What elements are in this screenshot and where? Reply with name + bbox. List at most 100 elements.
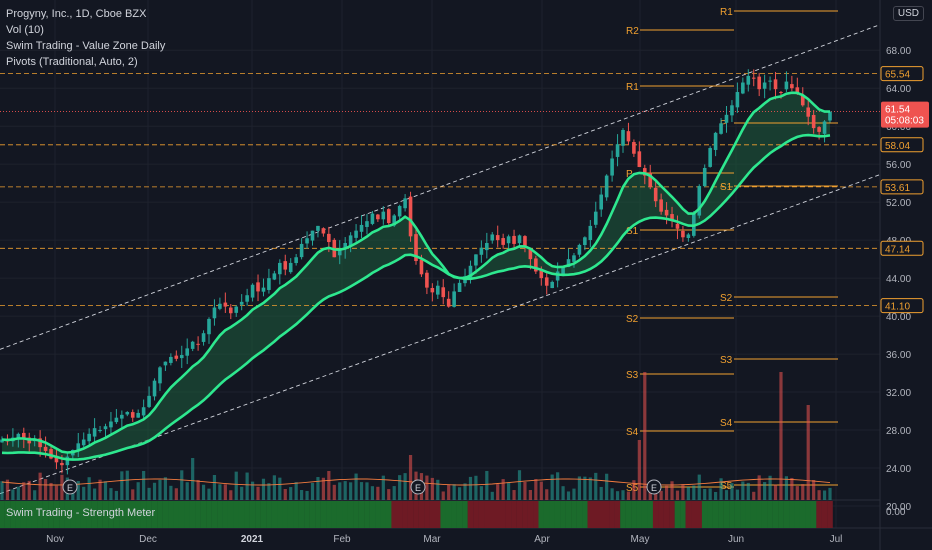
strength-meter-bar xyxy=(647,501,653,528)
volume-bar xyxy=(518,470,521,500)
strength-tick-label: 0.00 xyxy=(886,507,906,518)
strength-meter-bar xyxy=(304,501,310,528)
y-tick-label: 32.00 xyxy=(886,388,911,399)
volume-bar xyxy=(33,490,36,500)
candle-body xyxy=(719,123,723,133)
y-tick-label: 68.00 xyxy=(886,46,911,57)
candle-body xyxy=(311,231,315,241)
strength-meter-bar xyxy=(277,501,283,528)
candle-body xyxy=(387,209,391,223)
countdown-label: 05:08:03 xyxy=(885,116,924,127)
candle-body xyxy=(757,77,761,90)
strength-meter-bar xyxy=(702,501,708,528)
candle-body xyxy=(578,245,582,255)
candle-body xyxy=(708,148,712,167)
chart-legend: Progyny, Inc., 1D, Cboe BZX Vol (10) Swi… xyxy=(6,6,165,70)
candle-body xyxy=(594,212,598,225)
strength-meter-bar xyxy=(789,501,795,528)
strength-meter-bar xyxy=(669,501,675,528)
candle-body xyxy=(169,357,173,363)
symbol-title[interactable]: Progyny, Inc., 1D, Cboe BZX xyxy=(6,6,165,22)
volume-bar xyxy=(338,482,341,500)
candle-body xyxy=(213,308,217,319)
volume-bar xyxy=(611,488,614,500)
volume-indicator-label[interactable]: Vol (10) xyxy=(6,22,165,38)
strength-meter-bar xyxy=(675,501,681,528)
volume-bar xyxy=(267,483,270,500)
volume-bar xyxy=(376,487,379,500)
strength-meter-bar xyxy=(713,501,719,528)
x-tick-label: Feb xyxy=(333,534,351,545)
price-label: 53.61 xyxy=(885,183,910,194)
candle-body xyxy=(741,83,745,94)
candle-body xyxy=(599,195,603,210)
strength-meter-bar xyxy=(653,501,659,528)
candle-body xyxy=(175,356,179,359)
strength-meter-bar xyxy=(233,501,239,528)
candle-body xyxy=(589,226,593,240)
volume-bar xyxy=(327,471,330,500)
volume-bar xyxy=(305,491,308,500)
volume-bar xyxy=(551,475,554,500)
candle-body xyxy=(806,107,810,116)
candle-body xyxy=(654,188,658,201)
candle-body xyxy=(605,176,609,198)
strength-meter-bar xyxy=(190,501,196,528)
volume-bar xyxy=(480,486,483,500)
strength-meter-label[interactable]: Swim Trading - Strength Meter xyxy=(6,507,155,519)
candle-body xyxy=(131,412,135,418)
volume-bar xyxy=(491,492,494,500)
strength-meter-bar xyxy=(517,501,523,528)
currency-button[interactable]: USD xyxy=(893,6,924,21)
volume-bar xyxy=(387,489,390,500)
value-zone-indicator-label[interactable]: Swim Trading - Value Zone Daily xyxy=(6,38,165,54)
price-label: 58.04 xyxy=(885,141,910,152)
strength-meter-bar xyxy=(419,501,425,528)
price-label: 47.14 xyxy=(885,244,910,255)
volume-bar xyxy=(578,476,581,500)
volume-bar xyxy=(807,405,810,500)
candle-body xyxy=(812,115,816,128)
strength-meter-bar xyxy=(544,501,550,528)
volume-bar xyxy=(164,477,167,500)
volume-bar xyxy=(93,489,96,500)
pivots-indicator-label[interactable]: Pivots (Traditional, Auto, 2) xyxy=(6,54,165,70)
strength-meter-bar xyxy=(331,501,337,528)
candle-body xyxy=(87,434,91,441)
volume-bar xyxy=(605,474,608,500)
strength-meter-bar xyxy=(435,501,441,528)
candle-body xyxy=(452,291,456,306)
candle-body xyxy=(354,231,358,238)
strength-meter-bar xyxy=(468,501,474,528)
strength-meter-bar xyxy=(528,501,534,528)
candle-body xyxy=(371,214,375,224)
candle-body xyxy=(120,415,124,419)
candle-body xyxy=(752,78,756,79)
volume-bar xyxy=(638,440,641,500)
last-price-label: 61.54 xyxy=(885,105,910,116)
strength-meter-bar xyxy=(549,501,555,528)
candle-body xyxy=(136,413,140,418)
x-tick-label: May xyxy=(631,534,650,545)
candle-body xyxy=(823,121,827,133)
candle-body xyxy=(725,115,729,123)
strength-meter-bar xyxy=(784,501,790,528)
volume-bar xyxy=(153,483,156,500)
volume-bar xyxy=(665,486,668,500)
strength-meter-bar xyxy=(212,501,218,528)
candle-body xyxy=(251,285,255,298)
candle-body xyxy=(480,248,484,255)
strength-meter-bar xyxy=(386,501,392,528)
volume-bar xyxy=(44,479,47,500)
volume-bar xyxy=(354,474,357,500)
candle-body xyxy=(327,234,331,242)
candle-body xyxy=(218,304,222,309)
volume-bar xyxy=(583,477,586,500)
volume-bar xyxy=(463,483,466,500)
volume-bar xyxy=(502,479,505,500)
price-label: 65.54 xyxy=(885,70,910,81)
strength-meter-bar xyxy=(223,501,229,528)
volume-bar xyxy=(115,491,118,500)
volume-bar xyxy=(17,487,20,500)
